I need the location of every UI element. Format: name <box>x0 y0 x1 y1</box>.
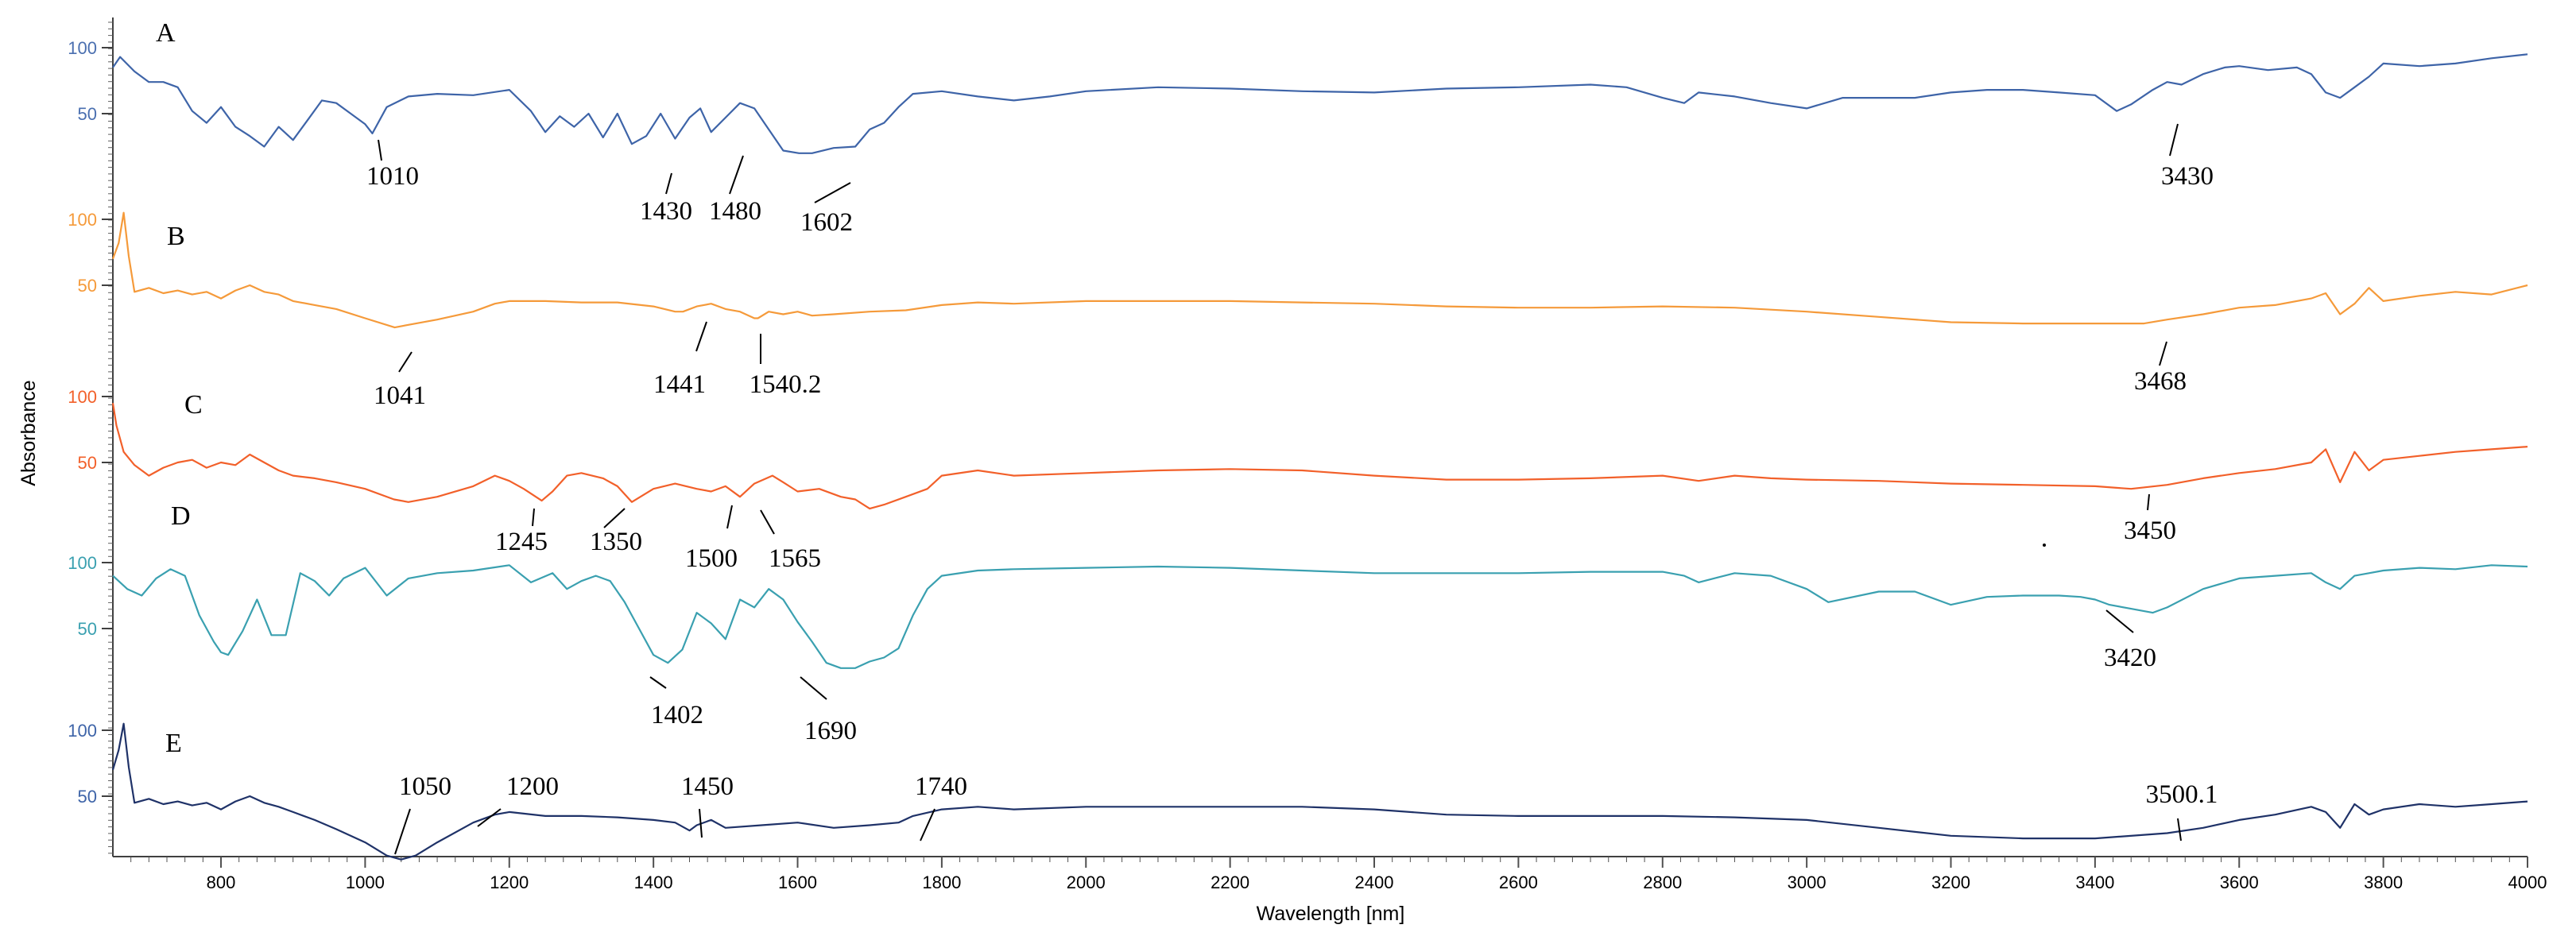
x-tick-label: 1600 <box>778 872 817 892</box>
peak-label-e: 1450 <box>681 772 734 801</box>
x-tick-label: 4000 <box>2508 872 2547 892</box>
letter-layer: A B C D E <box>156 18 203 758</box>
series-label-e: E <box>165 729 182 758</box>
series-b-line <box>111 211 2528 329</box>
series-a-line <box>112 53 2528 154</box>
x-tick-label: 2000 <box>1067 872 1106 892</box>
peak-label-b: 1041 <box>374 381 426 410</box>
peak-label-a: 1602 <box>800 208 853 237</box>
annotation-leader <box>2159 341 2167 366</box>
annotation-leader <box>800 676 827 700</box>
y-tick-label: 100 <box>68 387 97 407</box>
annotation-leader <box>2147 493 2150 511</box>
x-tick-label: 800 <box>207 872 236 892</box>
annotation-leader <box>2105 609 2134 633</box>
series-c-line <box>111 403 2528 510</box>
y-tick-label: 50 <box>78 619 97 639</box>
peak-label-b: 1540.2 <box>750 370 822 399</box>
peak-label-c: 1350 <box>590 528 642 556</box>
annotation-leader <box>699 808 703 838</box>
y-tick-label: 100 <box>68 553 97 573</box>
annotation-leader <box>394 808 411 855</box>
peak-label-a: 1480 <box>709 197 761 226</box>
y-tick-label: 50 <box>78 104 97 124</box>
stray-dot <box>2043 544 2046 547</box>
y-axis: 50 100 50 100 50 100 50 100 50 100 <box>68 17 114 857</box>
peak-label-d: 1690 <box>804 717 857 745</box>
peak-label-e: 1050 <box>399 772 451 801</box>
annotation-leader <box>603 508 626 528</box>
annotation-leader <box>760 509 775 535</box>
series-label-d: D <box>171 501 191 531</box>
x-tick-label: 3200 <box>1931 872 1970 892</box>
y-tick-label: 100 <box>68 210 97 230</box>
annotation-leader <box>814 182 851 203</box>
peak-label-a: 1430 <box>640 197 692 226</box>
annotation-leader <box>729 155 744 195</box>
annotation-leader <box>665 172 672 195</box>
annotation-leader <box>2169 123 2179 157</box>
annotation-leader <box>477 808 502 827</box>
series-label-b: B <box>167 222 185 251</box>
annotation-leader <box>398 351 413 373</box>
x-tick-label: 1800 <box>922 872 961 892</box>
x-tick-label: 3600 <box>2220 872 2259 892</box>
series-d-line <box>112 564 2528 669</box>
peak-label-d: 3420 <box>2104 644 2156 672</box>
x-tick-label: 2200 <box>1211 872 1249 892</box>
annotation-leader <box>695 321 707 352</box>
peak-label-d: 1402 <box>651 701 703 729</box>
series-label-c: C <box>184 390 203 420</box>
series-e-line <box>111 722 2528 861</box>
series-label-a: A <box>156 18 176 48</box>
peak-label-c: 1500 <box>685 544 738 573</box>
annotation-leader <box>920 808 935 841</box>
x-tick-label: 3800 <box>2364 872 2403 892</box>
peak-label-c: 3450 <box>2124 516 2176 545</box>
x-axis: 800 1000 1200 1400 1600 1800 2000 2200 2400 2600 2… <box>113 856 2547 892</box>
x-tick-label: 2400 <box>1355 872 1394 892</box>
x-tick-label: 2600 <box>1499 872 1538 892</box>
annotation-leader <box>649 676 667 689</box>
peak-label-c: 1245 <box>495 528 548 556</box>
y-tick-label: 50 <box>78 453 97 473</box>
y-axis-title: Absorbance <box>17 380 40 486</box>
y-tick-label: 50 <box>78 276 97 296</box>
annotation-layer: 1010 1430 1480 1602 3430 1041 1441 1540.2 3468 12… <box>366 123 2218 855</box>
peak-label-b: 1441 <box>653 370 706 399</box>
peak-label-e: 3500.1 <box>2146 780 2218 809</box>
annotation-leader <box>726 505 733 529</box>
x-tick-label: 1200 <box>490 872 529 892</box>
peak-label-e: 1740 <box>915 772 967 801</box>
x-tick-label: 1000 <box>346 872 385 892</box>
x-tick-label: 3000 <box>1788 872 1826 892</box>
peak-label-b: 3468 <box>2134 367 2187 396</box>
y-tick-label: 100 <box>68 721 97 741</box>
peak-label-e: 1200 <box>506 772 559 801</box>
annotation-leader <box>2177 818 2182 841</box>
series-layer <box>111 53 2528 861</box>
x-tick-label: 2800 <box>1643 872 1682 892</box>
y-tick-label: 50 <box>78 787 97 807</box>
x-tick-label: 1400 <box>634 872 673 892</box>
peak-label-a: 1010 <box>366 162 419 191</box>
x-tick-label: 3400 <box>2075 872 2114 892</box>
y-tick-label: 100 <box>68 38 97 58</box>
annotation-leader <box>532 508 535 527</box>
peak-label-c: 1565 <box>769 544 821 573</box>
annotation-leader <box>378 139 382 161</box>
x-axis-title: Wavelength [nm] <box>1257 903 1405 925</box>
peak-label-a: 3430 <box>2161 162 2214 191</box>
